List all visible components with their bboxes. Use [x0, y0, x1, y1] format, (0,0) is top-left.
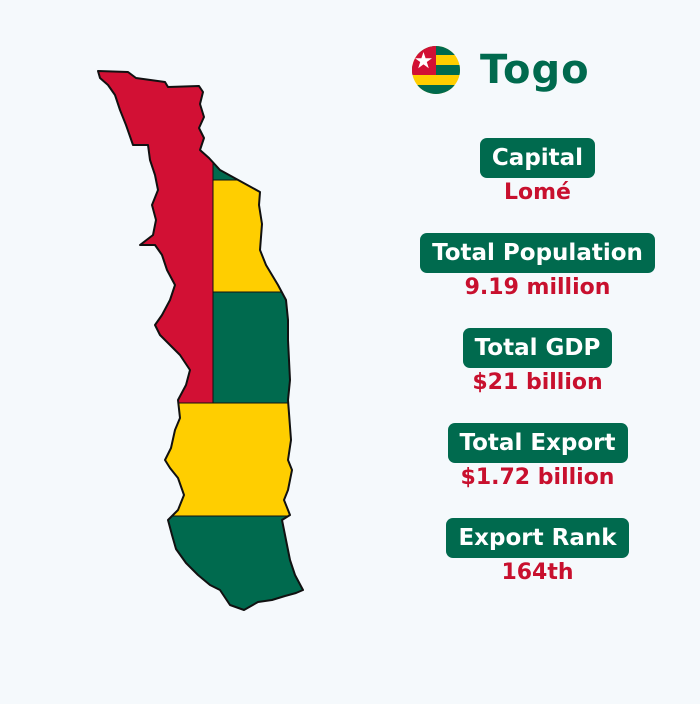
- population-stat: Total Population 9.19 million: [400, 233, 675, 302]
- gdp-value: $21 billion: [472, 370, 603, 395]
- export-value: $1.72 billion: [460, 465, 615, 490]
- export-rank-value: 164th: [501, 560, 574, 585]
- population-value: 9.19 million: [464, 275, 611, 300]
- export-rank-stat: Export Rank 164th: [400, 518, 675, 587]
- gdp-stat: Total GDP $21 billion: [400, 328, 675, 397]
- export-stat: Total Export $1.72 billion: [400, 423, 675, 492]
- population-label: Total Population: [420, 233, 655, 273]
- country-title: Togo: [480, 47, 590, 93]
- export-label: Total Export: [447, 423, 628, 463]
- capital-stat: Capital Lomé: [400, 138, 675, 207]
- gdp-label: Total GDP: [462, 328, 613, 368]
- export-rank-label: Export Rank: [446, 518, 629, 558]
- capital-value: Lomé: [504, 180, 571, 205]
- capital-label: Capital: [479, 138, 596, 178]
- togo-flag-icon: [411, 45, 461, 95]
